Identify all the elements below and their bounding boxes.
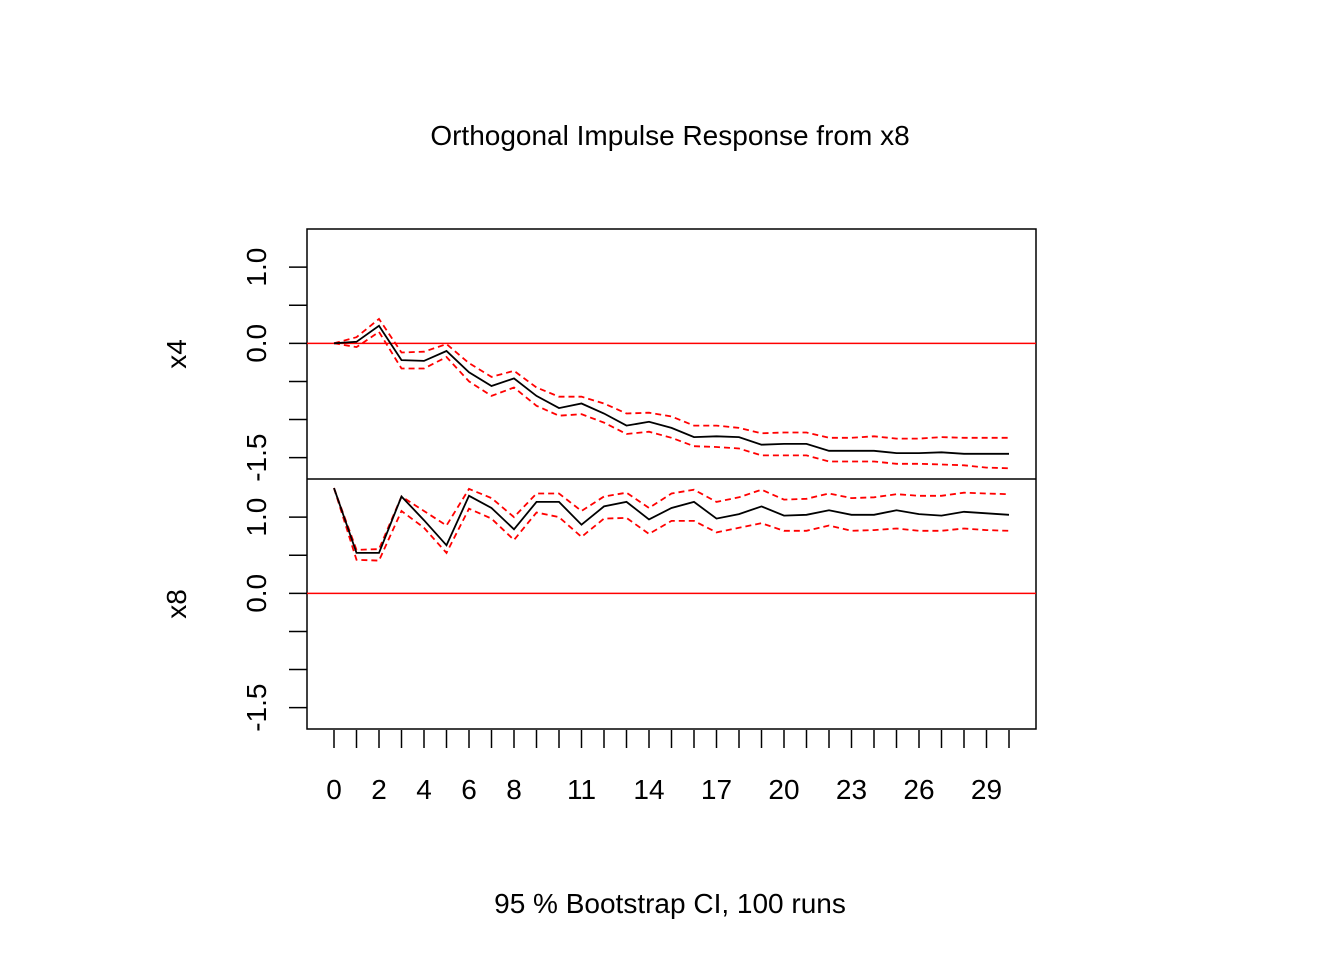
- panel-x8-response-line: [333, 487, 1010, 554]
- x-tick-label: 23: [836, 774, 867, 805]
- panel-x8-ci-upper-line: [333, 487, 1010, 551]
- x-tick-label: 17: [701, 774, 732, 805]
- panel-x8-y-tick-label: 1.0: [241, 498, 272, 537]
- panel-x8-y-tick-label: 0.0: [241, 574, 272, 613]
- chart-footer: 95 % Bootstrap CI, 100 runs: [494, 888, 846, 919]
- panel-x8-ci-lower-line: [333, 487, 1010, 562]
- x-tick-label: 26: [903, 774, 934, 805]
- panel-x8-y-tick-label: -1.5: [241, 684, 272, 732]
- panel-x4-ci-upper-line: [333, 317, 1009, 440]
- x-tick-label: 11: [567, 774, 596, 805]
- chart-title: Orthogonal Impulse Response from x8: [430, 120, 909, 151]
- x-tick-label: 4: [416, 774, 432, 805]
- panel-x8-ylabel: x8: [161, 589, 192, 619]
- plot-area: -1.5 0.0 1.0 x4 -1.5 0.0 1.0 x8 0 2 4 6 8 11 14 17 20 23 2…: [161, 228, 1037, 805]
- panel-x4-y-tick-label: 0.0: [241, 324, 272, 363]
- x-tick-label: 2: [371, 774, 387, 805]
- x-tick-label: 20: [768, 774, 799, 805]
- panel-x4-response-line: [333, 324, 1009, 455]
- x-tick-label: 0: [326, 774, 342, 805]
- panel-x4-y-tick-label: -1.5: [241, 434, 272, 482]
- panel-x4-ylabel: x4: [161, 339, 192, 369]
- panel-x4-y-tick-label: 1.0: [241, 248, 272, 287]
- x-tick-label: 8: [506, 774, 522, 805]
- x-tick-label: 6: [461, 774, 477, 805]
- panel-x4-ci-lower-line: [333, 330, 1010, 470]
- x-tick-label: 29: [971, 774, 1002, 805]
- x-tick-label: 14: [633, 774, 664, 805]
